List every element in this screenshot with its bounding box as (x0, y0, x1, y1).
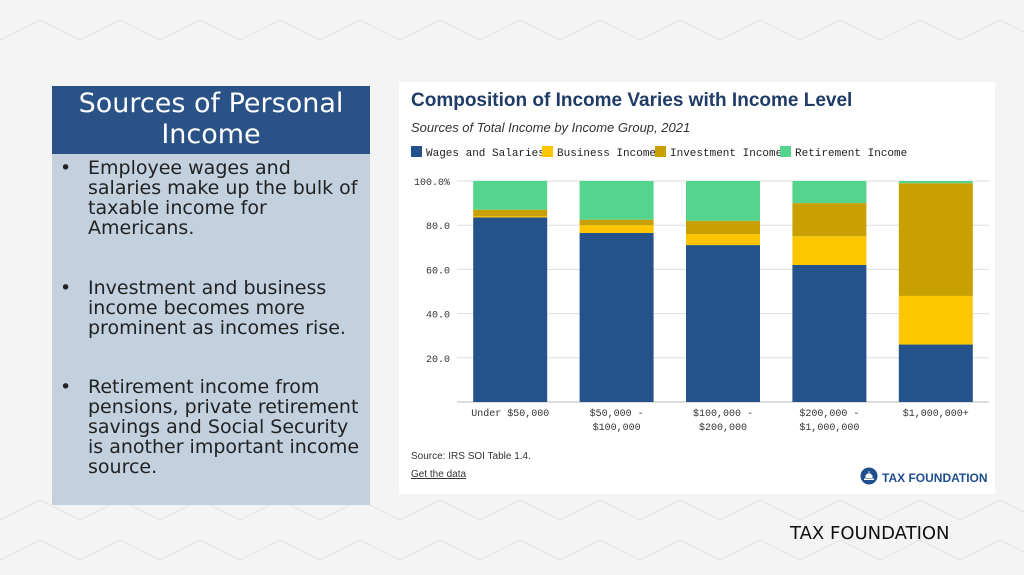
x-tick-label: $100,000 - (693, 408, 753, 420)
x-tick-label: $200,000 (699, 422, 747, 434)
bullet-text: Employee wages and salaries make up the … (88, 157, 358, 239)
y-tick-label: 100.0% (414, 178, 450, 189)
chart-subtitle: Sources of Total Income by Income Group,… (411, 120, 691, 135)
legend-label: Business Income (557, 148, 657, 160)
bullet-dot-icon: • (60, 277, 72, 299)
legend-swatch (411, 146, 422, 157)
y-tick-label: 80.0 (426, 222, 450, 233)
bar-segment-business-income (473, 216, 548, 218)
get-data-link[interactable]: Get the data (411, 469, 467, 480)
legend-swatch (655, 146, 666, 157)
legend-item: Retirement Income (780, 146, 907, 160)
bar-segment-retirement-income (792, 181, 867, 204)
x-tick-label: $200,000 - (799, 408, 859, 420)
capitol-dome-icon (860, 467, 878, 485)
bar-segment-business-income (686, 234, 760, 246)
bar-segment-business-income (898, 295, 973, 345)
x-tick-label: $1,000,000 (799, 422, 859, 434)
x-tick-label: $1,000,000+ (903, 408, 969, 420)
bar-segment-wages-and-salaries (898, 344, 973, 402)
y-tick-label: 60.0 (426, 266, 450, 277)
bar-segment-business-income (579, 225, 654, 233)
bar-segment-investment-income (473, 209, 548, 217)
bar-segment-retirement-income (686, 181, 760, 221)
bar-segment-wages-and-salaries (579, 232, 654, 402)
logo-text: TAX FOUNDATION (882, 471, 988, 485)
stacked-bar-chart: 20.0 40.0 60.0 80.0 100.0% Under $50,000 $50,0… (414, 178, 989, 434)
legend-label: Retirement Income (795, 148, 908, 160)
legend-item: Investment Income (655, 146, 782, 160)
bullet-text: Retirement income from pensions, private… (88, 376, 360, 478)
x-tick-label: $50,000 - (590, 408, 644, 420)
bar-segment-retirement-income (579, 181, 654, 220)
x-tick-label: $100,000 (593, 422, 641, 434)
x-tick-label: Under $50,000 (471, 408, 549, 420)
bar-segment-investment-income (792, 203, 867, 237)
legend-item: Business Income (542, 146, 656, 160)
y-tick-label: 40.0 (426, 311, 450, 322)
bullet-text: Investment and business income becomes m… (88, 277, 346, 339)
bar-segment-wages-and-salaries (686, 245, 760, 402)
bar-segment-investment-income (579, 219, 654, 226)
slide-title: Sources of Personal Income (52, 86, 370, 154)
bullet-panel: • Employee wages and salaries make up th… (52, 154, 370, 505)
bar-segment-business-income (792, 236, 867, 265)
bullet-dot-icon: • (60, 157, 72, 179)
bar-segment-wages-and-salaries (473, 217, 548, 402)
chart-source: Source: IRS SOI Table 1.4. (411, 451, 531, 462)
legend-label: Investment Income (670, 148, 783, 160)
bar-segment-wages-and-salaries (792, 264, 867, 402)
bullet-dot-icon: • (60, 376, 72, 398)
legend-swatch (780, 146, 791, 157)
bar-segment-retirement-income (898, 181, 973, 184)
legend-label: Wages and Salaries (426, 148, 545, 160)
y-tick-label: 20.0 (426, 355, 450, 366)
footer-brand: TAX FOUNDATION (790, 523, 950, 544)
legend-swatch (542, 146, 553, 157)
bar-segment-investment-income (898, 183, 973, 296)
chart-title: Composition of Income Varies with Income… (411, 90, 853, 111)
bar-segment-investment-income (686, 220, 760, 235)
bar-segment-retirement-income (473, 181, 548, 210)
chart-card: Composition of Income Varies with Income… (399, 82, 995, 494)
tax-foundation-logo: TAX FOUNDATION (860, 467, 988, 489)
legend-item: Wages and Salaries (411, 146, 545, 160)
